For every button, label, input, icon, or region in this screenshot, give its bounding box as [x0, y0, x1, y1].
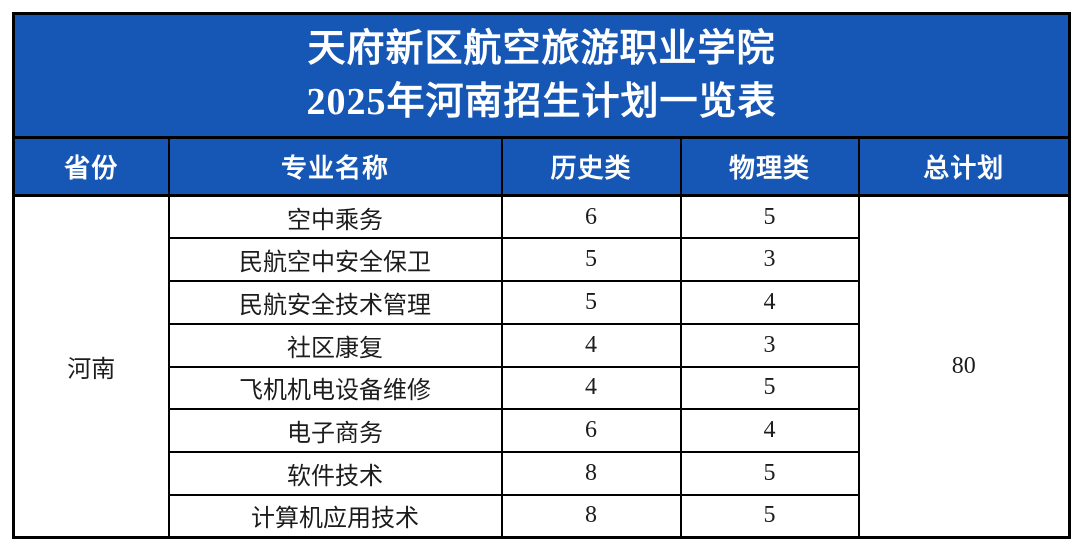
- major-cell: 计算机应用技术: [167, 493, 503, 539]
- history-value-cell: 8: [500, 451, 682, 496]
- major-cell: 空中乘务: [167, 194, 503, 240]
- major-cell: 民航空中安全保卫: [167, 237, 503, 282]
- physics-value-cell: 5: [679, 365, 860, 411]
- title-line-2: 2025年河南招生计划一览表: [306, 80, 777, 123]
- major-cell: 飞机机电设备维修: [167, 365, 503, 411]
- table-body: 河南 空中乘务 6 5 80 民航空中安全保卫 5 3 民航安全技术管理 5 4…: [12, 194, 1071, 539]
- history-value-cell: 5: [500, 280, 682, 325]
- physics-value-cell: 3: [679, 237, 860, 282]
- physics-value-cell: 5: [679, 451, 860, 496]
- major-cell: 民航安全技术管理: [167, 280, 503, 325]
- column-header-row: 省份 专业名称 历史类 物理类 总计划: [12, 136, 1071, 197]
- major-cell: 软件技术: [167, 451, 503, 496]
- physics-value-cell: 5: [679, 194, 860, 240]
- major-cell: 电子商务: [167, 408, 503, 453]
- table-head: 天府新区航空旅游职业学院 2025年河南招生计划一览表 省份 专业名称 历史类 …: [12, 12, 1071, 197]
- table-row: 民航安全技术管理 5 4: [14, 280, 1070, 325]
- history-value-cell: 6: [500, 408, 682, 453]
- physics-value-cell: 4: [679, 408, 860, 453]
- table-row: 民航空中安全保卫 5 3: [14, 237, 1070, 282]
- history-value-cell: 4: [500, 365, 682, 411]
- title-row: 天府新区航空旅游职业学院 2025年河南招生计划一览表: [12, 12, 1071, 139]
- history-value-cell: 4: [500, 322, 682, 368]
- col-header-history: 历史类: [500, 136, 682, 197]
- enrollment-table: 天府新区航空旅游职业学院 2025年河南招生计划一览表 省份 专业名称 历史类 …: [12, 12, 1072, 539]
- history-value-cell: 6: [500, 194, 682, 240]
- total-plan-cell: 80: [857, 194, 1071, 539]
- col-header-major: 专业名称: [167, 136, 503, 197]
- table-row: 飞机机电设备维修 4 5: [14, 365, 1070, 411]
- table-row: 社区康复 4 3: [14, 322, 1070, 368]
- table-row: 河南 空中乘务 6 5 80: [12, 194, 1071, 539]
- history-value-cell: 8: [500, 493, 682, 539]
- table-row: 电子商务 6 4: [14, 408, 1070, 453]
- table-row: 软件技术 8 5: [14, 451, 1070, 496]
- col-header-total: 总计划: [857, 136, 1071, 197]
- physics-value-cell: 4: [679, 280, 860, 325]
- col-header-physics: 物理类: [679, 136, 860, 197]
- history-value-cell: 5: [500, 237, 682, 282]
- province-cell: 河南: [12, 194, 170, 539]
- col-header-province: 省份: [12, 136, 170, 197]
- physics-value-cell: 5: [679, 493, 860, 539]
- physics-value-cell: 3: [679, 322, 860, 368]
- major-cell: 社区康复: [167, 322, 503, 368]
- table-title: 天府新区航空旅游职业学院 2025年河南招生计划一览表: [12, 12, 1071, 139]
- table-row: 计算机应用技术 8 5: [14, 493, 1070, 539]
- title-line-1: 天府新区航空旅游职业学院: [307, 28, 776, 71]
